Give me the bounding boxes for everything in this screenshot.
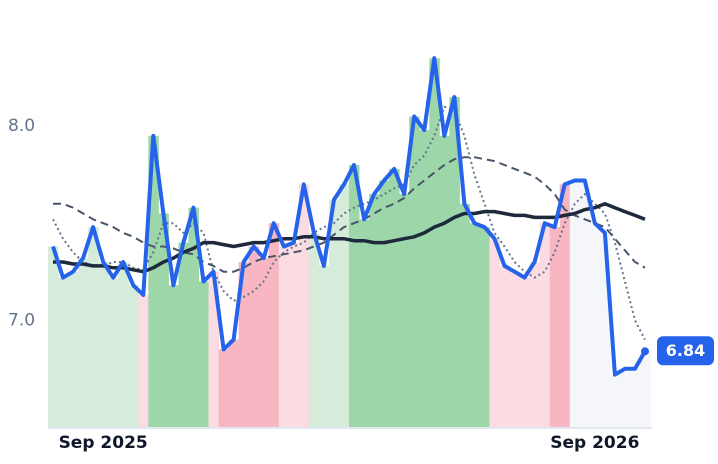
area-segment xyxy=(108,277,119,427)
area-segment xyxy=(519,277,531,427)
area-segment xyxy=(459,203,470,427)
area-segment xyxy=(208,271,220,427)
area-segment xyxy=(88,227,99,427)
area-segment xyxy=(369,194,380,427)
area-segment xyxy=(359,219,370,427)
line xyxy=(53,202,646,274)
area-segment xyxy=(639,351,651,427)
area-segment xyxy=(268,223,280,427)
line xyxy=(53,156,646,273)
area-segment xyxy=(118,262,129,427)
area-segment xyxy=(409,116,420,428)
area-segment xyxy=(349,164,360,427)
area-segment xyxy=(318,265,330,427)
area-segment xyxy=(479,227,490,427)
area-segment xyxy=(539,223,551,427)
area-segment xyxy=(609,374,621,427)
area-segment xyxy=(168,285,179,427)
area-segment xyxy=(439,135,450,427)
area-segment xyxy=(559,184,571,427)
value-pill xyxy=(657,336,714,366)
area-segment xyxy=(569,180,581,427)
area-segment xyxy=(298,184,310,427)
area-segment xyxy=(379,180,390,427)
area-segment xyxy=(489,238,501,427)
area-segment xyxy=(419,130,430,428)
area-segment xyxy=(198,281,210,427)
area-segment xyxy=(308,232,320,427)
area-segment xyxy=(619,368,631,427)
area-segment xyxy=(529,262,541,427)
line xyxy=(51,56,647,377)
area-segment xyxy=(389,168,400,428)
value-label: 6.84 xyxy=(666,341,705,360)
area-segment xyxy=(98,262,109,427)
area-segment xyxy=(328,199,340,427)
area-segment xyxy=(148,135,159,427)
y-tick-label: 8.0 xyxy=(8,116,35,136)
area-segment xyxy=(47,246,59,427)
area-segment xyxy=(499,265,511,427)
area-segment xyxy=(68,271,79,427)
area-segment xyxy=(138,295,149,427)
area-segment xyxy=(238,262,250,427)
area-segment xyxy=(429,58,440,428)
area-segment xyxy=(258,258,270,427)
y-tick-label: 7.0 xyxy=(8,310,35,330)
area-segment xyxy=(288,242,300,427)
area-segment xyxy=(579,180,591,427)
area-segment xyxy=(278,246,290,427)
line xyxy=(52,105,646,341)
area-segment xyxy=(158,213,169,427)
area-segment xyxy=(449,97,460,427)
area-segment xyxy=(188,207,199,427)
area-segment xyxy=(178,242,189,427)
area-segment xyxy=(248,246,260,427)
last-point xyxy=(641,347,649,356)
area-segment xyxy=(338,184,350,427)
area-segment xyxy=(78,258,89,427)
area-segment xyxy=(589,223,601,427)
area-segment xyxy=(128,285,139,427)
area-segment xyxy=(218,349,230,427)
area-segment xyxy=(58,277,69,427)
x-tick-label: Sep 2025 xyxy=(59,433,148,453)
x-tick-label: Sep 2026 xyxy=(550,433,639,453)
area-segment xyxy=(469,223,480,427)
area-segment xyxy=(228,339,240,427)
area-segment xyxy=(599,232,611,427)
area-segment xyxy=(629,368,641,427)
area-segment xyxy=(399,194,410,427)
area-segment xyxy=(549,227,561,427)
area-segment xyxy=(509,271,521,427)
